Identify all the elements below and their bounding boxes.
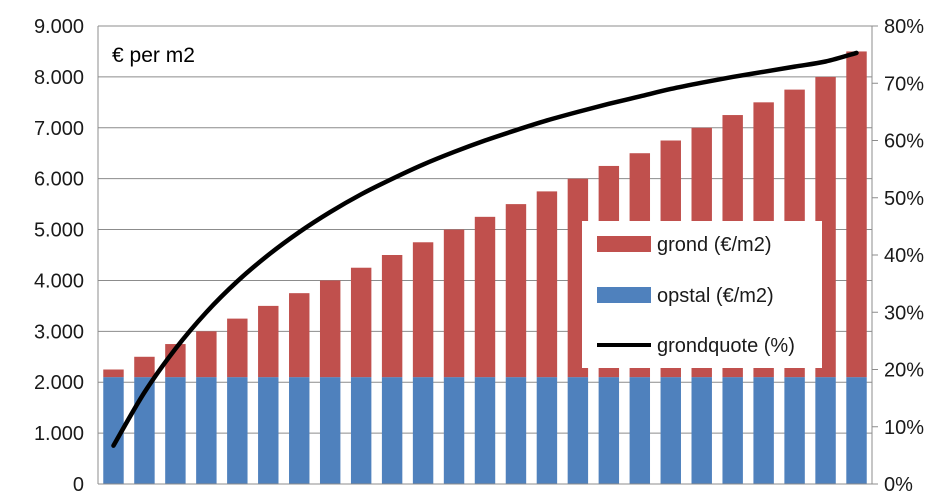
bar-opstal bbox=[165, 377, 186, 484]
bar-opstal bbox=[227, 377, 248, 484]
bar-opstal bbox=[474, 377, 496, 484]
bar-opstal bbox=[629, 377, 651, 484]
bar-opstal bbox=[350, 377, 372, 484]
left-tick-label: 6.000 bbox=[34, 169, 84, 191]
right-tick-label: 30% bbox=[884, 302, 924, 324]
bar-grond bbox=[350, 267, 372, 378]
bar-opstal bbox=[319, 377, 341, 484]
left-axis-ticks: 0 1.000 2.000 3.000 4.000 5.000 6.000 7.000 8.00… bbox=[34, 16, 84, 492]
bar-opstal bbox=[289, 377, 310, 484]
right-tick-label: 60% bbox=[884, 131, 924, 153]
bar-opstal bbox=[536, 377, 558, 484]
bar-grond bbox=[412, 242, 434, 378]
right-tick-label: 80% bbox=[884, 16, 924, 38]
bar-opstal bbox=[443, 377, 465, 484]
bar-grond bbox=[196, 331, 217, 378]
bar-opstal bbox=[815, 377, 836, 484]
legend-label-opstal: opstal (€/m2) bbox=[657, 285, 774, 307]
left-tick-label: 2.000 bbox=[34, 372, 84, 394]
bar-grond bbox=[289, 293, 310, 378]
left-tick-label: 0 bbox=[73, 474, 84, 492]
line-series bbox=[111, 50, 859, 448]
left-tick-label: 1.000 bbox=[34, 423, 84, 445]
bar-grond bbox=[258, 305, 279, 378]
grondquote-line bbox=[111, 50, 859, 448]
left-tick-label: 3.000 bbox=[34, 321, 84, 343]
left-tick-label: 8.000 bbox=[34, 67, 84, 89]
right-tick-label: 40% bbox=[884, 245, 924, 267]
bar-grond bbox=[227, 318, 248, 378]
bar-opstal bbox=[753, 377, 774, 484]
bar-grond bbox=[536, 191, 558, 378]
legend-label-grondquote: grondquote (%) bbox=[657, 335, 795, 357]
left-tick-label: 9.000 bbox=[34, 16, 84, 38]
bar-grond bbox=[474, 216, 496, 378]
legend: grond (€/m2) opstal (€/m2) grondquote (%… bbox=[582, 221, 822, 368]
bar-opstal bbox=[691, 377, 712, 484]
bar-opstal bbox=[381, 377, 403, 484]
bar-grond bbox=[134, 356, 155, 378]
bar-opstal bbox=[196, 377, 217, 484]
bar-grond bbox=[381, 255, 403, 378]
bar-opstal bbox=[722, 377, 743, 484]
bar-opstal bbox=[784, 377, 805, 484]
bar-opstal bbox=[660, 377, 681, 484]
right-tick-label: 70% bbox=[884, 73, 924, 95]
bar-opstal bbox=[846, 377, 867, 484]
bar-opstal bbox=[258, 377, 279, 484]
bar-opstal bbox=[103, 377, 124, 484]
bar-grond bbox=[505, 204, 527, 378]
left-tick-label: 7.000 bbox=[34, 118, 84, 140]
bar-opstal bbox=[505, 377, 527, 484]
right-tick-label: 50% bbox=[884, 188, 924, 210]
legend-swatch-grond bbox=[597, 236, 651, 252]
right-tick-label: 0% bbox=[884, 474, 913, 492]
left-tick-label: 5.000 bbox=[34, 220, 84, 242]
chart-title: € per m2 bbox=[112, 44, 195, 67]
bar-grond bbox=[319, 280, 341, 378]
bar-opstal bbox=[412, 377, 434, 484]
bar-opstal bbox=[598, 377, 620, 484]
right-tick-label: 10% bbox=[884, 417, 924, 439]
right-axis-ticks: 0% 10% 20% 30% 40% 50% 60% 70% 80% bbox=[872, 16, 924, 492]
right-tick-label: 20% bbox=[884, 360, 924, 382]
left-tick-label: 4.000 bbox=[34, 270, 84, 292]
bar-grond bbox=[103, 369, 124, 378]
legend-label-grond: grond (€/m2) bbox=[657, 234, 772, 256]
bar-opstal bbox=[567, 377, 589, 484]
bar-grond bbox=[846, 51, 867, 378]
legend-swatch-opstal bbox=[597, 287, 651, 303]
bar-grond bbox=[443, 229, 465, 378]
